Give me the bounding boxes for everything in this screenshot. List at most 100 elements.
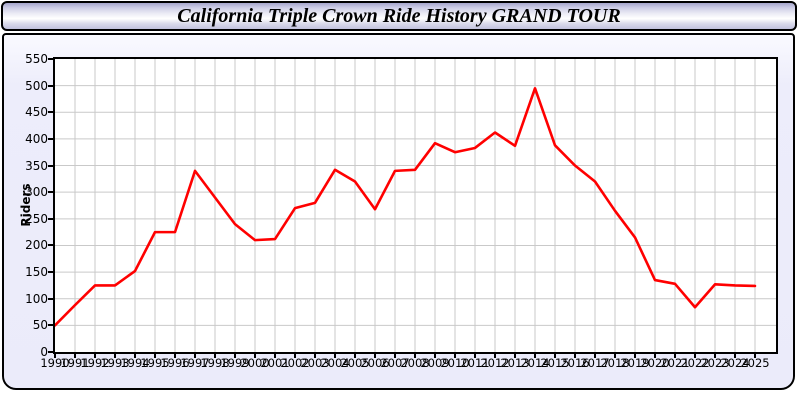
x-tick-mark [734,354,736,358]
y-tick-mark [48,111,53,114]
x-tick-mark [714,354,716,358]
x-tick-mark [334,354,336,358]
x-tick-label: 1996 [160,356,190,370]
y-tick-label: 0 [40,345,48,359]
x-tick-mark [674,354,676,358]
y-tick-label: 500 [25,78,48,93]
y-tick-label: 300 [25,185,48,200]
x-tick-label: 1993 [100,356,130,370]
y-tick-label: 50 [32,318,48,333]
x-tick-mark [474,354,476,358]
x-tick-mark [114,354,116,358]
y-tick-label: 200 [25,238,48,253]
x-tick-mark [414,354,416,358]
x-tick-mark [754,354,756,358]
y-tick-mark [48,324,53,327]
y-tick-mark [48,244,53,247]
x-tick-mark [554,354,556,358]
x-tick-label: 1995 [140,356,170,370]
x-tick-label: 2000 [240,356,270,370]
x-tick-label: 2017 [580,356,610,370]
x-tick-label: 2015 [540,356,570,370]
x-tick-mark [494,354,496,358]
x-tick-mark [314,354,316,358]
y-tick-mark [48,164,53,167]
y-tick-mark [48,58,53,60]
x-tick-mark [54,354,56,358]
x-tick-label: 2004 [320,356,350,370]
plot-area [53,57,778,354]
x-tick-label: 2008 [400,356,430,370]
x-tick-mark [454,354,456,358]
x-tick-mark [254,354,256,358]
y-tick-label: 250 [25,211,48,226]
y-tick-mark [48,84,53,87]
x-tick-mark [194,354,196,358]
x-tick-mark [94,354,96,358]
x-tick-label: 2023 [700,356,730,370]
x-tick-mark [594,354,596,358]
x-tick-mark [694,354,696,358]
chart-svg [55,59,776,352]
y-tick-label: 450 [25,105,48,120]
x-tick-label: 2011 [460,356,490,370]
x-tick-label: 1997 [180,356,210,370]
x-tick-mark [234,354,236,358]
x-tick-label: 2025 [740,356,770,370]
x-tick-label: 1990 [40,356,70,370]
x-tick-mark [354,354,356,358]
x-tick-label: 2014 [520,356,550,370]
x-tick-mark [654,354,656,358]
x-tick-mark [574,354,576,358]
x-tick-label: 2020 [640,356,670,370]
x-tick-mark [214,354,216,358]
x-tick-mark [74,354,76,358]
x-tick-label: 2012 [480,356,510,370]
x-tick-label: 2016 [560,356,590,370]
x-tick-mark [134,354,136,358]
y-tick-label: 350 [25,158,48,173]
x-tick-label: 1998 [200,356,230,370]
y-tick-label: 100 [25,291,48,306]
x-tick-mark [534,354,536,358]
x-tick-label: 1992 [80,356,110,370]
x-tick-mark [274,354,276,358]
x-tick-mark [394,354,396,358]
y-tick-label: 400 [25,131,48,146]
window-title-bar: California Triple Crown Ride History GRA… [1,1,797,31]
x-tick-label: 1999 [220,356,250,370]
y-tick-mark [48,191,53,194]
y-tick-label: 550 [25,52,48,66]
x-tick-mark [634,354,636,358]
x-tick-mark [374,354,376,358]
riders-line-series [55,86,757,327]
x-tick-label: 2006 [360,356,390,370]
x-tick-label: 1994 [120,356,150,370]
x-tick-mark [614,354,616,358]
x-tick-label: 2003 [300,356,330,370]
x-tick-mark [174,354,176,358]
y-tick-mark [48,297,53,300]
x-tick-label: 2007 [380,356,410,370]
x-tick-label: 2022 [680,356,710,370]
y-tick-mark [48,217,53,220]
x-tick-label: 2019 [620,356,650,370]
x-tick-label: 2009 [420,356,450,370]
x-tick-mark [154,354,156,358]
page-title: California Triple Crown Ride History GRA… [177,4,621,27]
x-tick-label: 2005 [340,356,370,370]
y-tick-mark [48,271,53,274]
y-tick-mark [48,137,53,140]
x-tick-label: 2001 [260,356,290,370]
x-tick-label: 2018 [600,356,630,370]
y-tick-label: 150 [25,265,48,280]
x-tick-label: 2021 [660,356,690,370]
x-tick-label: 2010 [440,356,470,370]
x-tick-mark [434,354,436,358]
x-tick-label: 2024 [720,356,750,370]
x-tick-mark [294,354,296,358]
x-tick-label: 2013 [500,356,530,370]
y-tick-mark [48,351,53,353]
x-tick-label: 1991 [60,356,90,370]
